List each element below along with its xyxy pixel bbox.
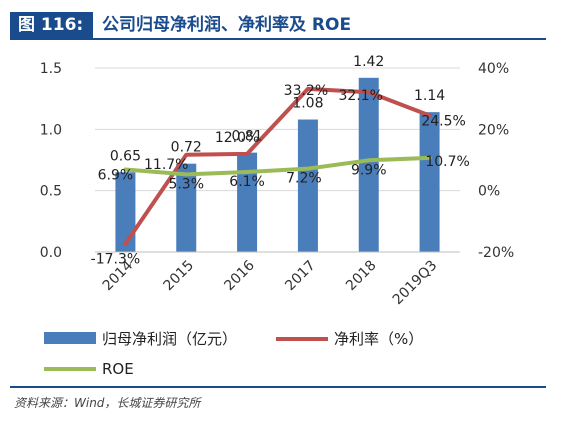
bar — [297, 119, 318, 253]
bar-value-label: 1.42 — [353, 54, 384, 70]
chart-title: 公司归母净利润、净利率及 ROE — [102, 15, 352, 35]
right-tick-label: 40% — [478, 61, 509, 77]
legend-label: 净利率（%） — [334, 330, 423, 348]
right-tick-label: -20% — [478, 245, 514, 261]
bar-value-label: 0.72 — [171, 140, 202, 156]
category-label: 2016 — [221, 257, 258, 294]
net-margin-line — [123, 86, 432, 246]
net-margin-label: 11.7% — [144, 157, 188, 173]
net-margin-label: 24.5% — [421, 114, 465, 130]
bar-series — [115, 77, 440, 253]
bar-value-label: 0.65 — [110, 148, 141, 164]
net-margin-label: 33.2% — [284, 83, 328, 99]
bar — [176, 163, 197, 252]
roe-line — [123, 155, 432, 177]
bar-value-label: 1.14 — [414, 88, 445, 104]
category-label: 2015 — [161, 258, 198, 295]
left-tick-label: 0.0 — [40, 245, 62, 261]
bar — [419, 112, 440, 252]
roe-label: 9.9% — [351, 162, 387, 178]
roe-label: 5.3% — [168, 176, 204, 192]
left-tick-label: 0.5 — [40, 184, 62, 200]
figure-number: 图 116: — [10, 12, 94, 38]
bottom-rule — [10, 386, 546, 388]
bar-value-label: 0.81 — [231, 129, 262, 145]
roe-label: 7.2% — [286, 171, 322, 187]
legend-swatch — [44, 332, 96, 344]
roe-label: 6.1% — [229, 174, 265, 190]
roe-label: 6.9% — [98, 168, 134, 184]
left-tick-label: 1.0 — [40, 122, 62, 138]
bar — [237, 152, 258, 252]
legend-item-roe: ROE — [44, 360, 134, 378]
right-tick-label: 0% — [478, 184, 500, 200]
legend-item-net-profit: 归母净利润（亿元） — [44, 330, 237, 348]
bar — [358, 77, 379, 253]
net-margin-label: 12.0% — [215, 130, 259, 146]
legend-label: 归母净利润（亿元） — [102, 330, 237, 348]
bar-value-label: 1.08 — [292, 96, 323, 112]
category-label: 2017 — [282, 258, 319, 295]
source-note: 资料来源：Wind，长城证券研究所 — [14, 396, 201, 410]
legend: 归母净利润（亿元） 净利率（%） ROE — [44, 330, 423, 378]
legend-item-net-margin: 净利率（%） — [276, 330, 423, 348]
right-tick-label: 20% — [478, 122, 509, 138]
net-margin-label: 32.1% — [339, 88, 383, 104]
line-series — [123, 86, 432, 246]
category-label: 2018 — [343, 258, 380, 295]
net-margin-label: -17.3% — [91, 252, 141, 268]
bar — [115, 172, 136, 252]
legend-label: ROE — [102, 360, 134, 378]
data-labels: 0.65 0.72 0.81 1.08 1.42 1.14 -17.3% 11.7% 12.0%… — [91, 54, 470, 268]
category-label: 2019Q3 — [390, 258, 441, 309]
left-tick-label: 1.5 — [40, 61, 62, 77]
title-bar: 图 116: 公司归母净利润、净利率及 ROE — [10, 12, 546, 40]
roe-label: 10.7% — [425, 154, 469, 170]
